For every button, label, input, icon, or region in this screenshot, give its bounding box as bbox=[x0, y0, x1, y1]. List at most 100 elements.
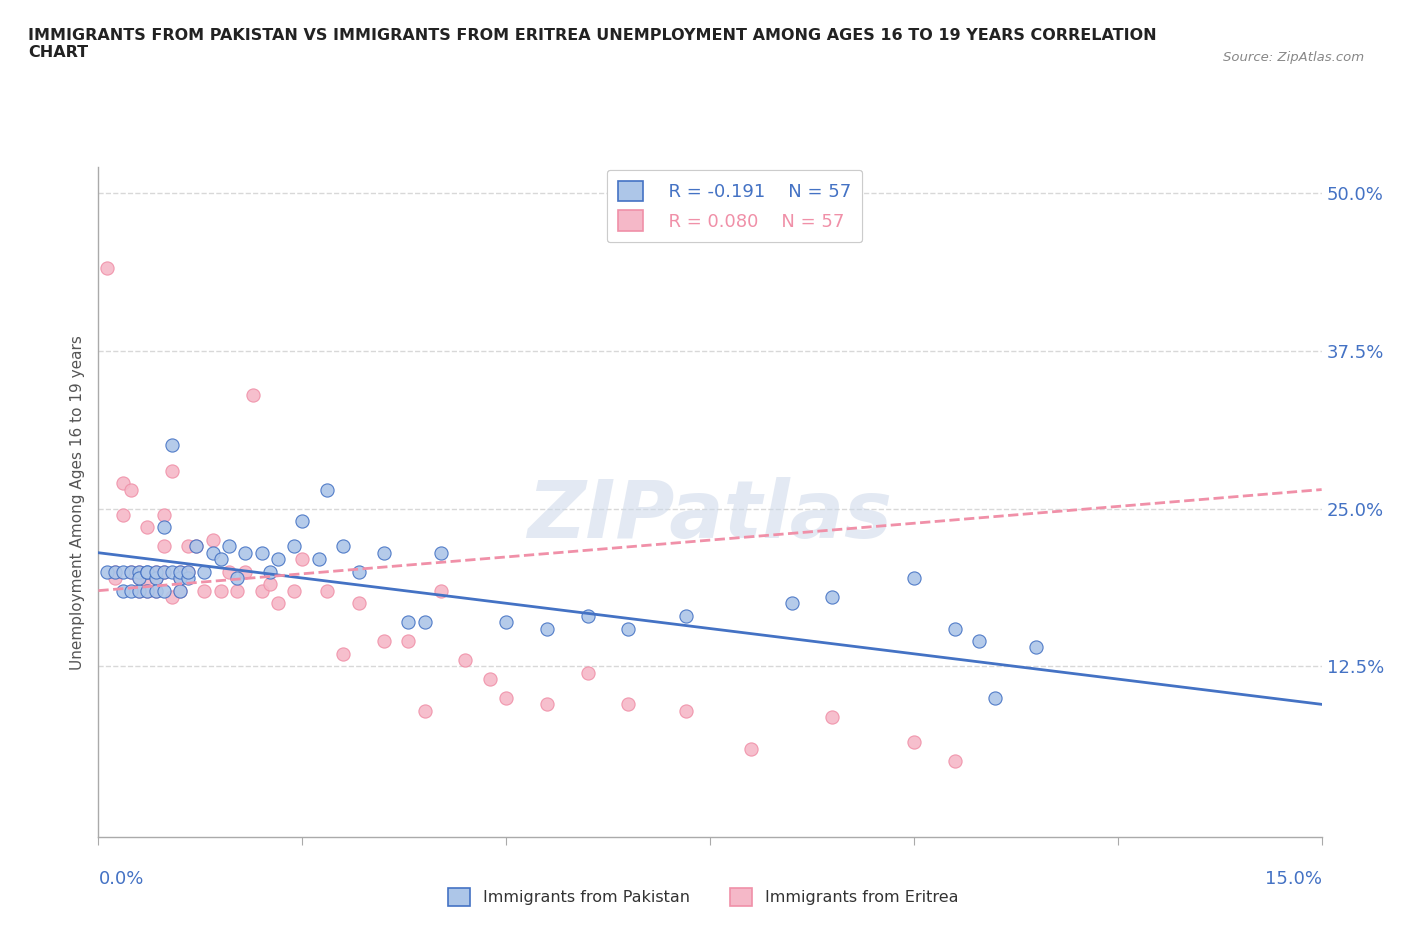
Point bbox=[152, 565, 174, 579]
Point bbox=[193, 583, 215, 598]
Point bbox=[413, 615, 436, 630]
Point bbox=[617, 697, 640, 711]
Y-axis label: Unemployment Among Ages 16 to 19 years: Unemployment Among Ages 16 to 19 years bbox=[69, 335, 84, 670]
Point bbox=[128, 571, 150, 586]
Point bbox=[413, 703, 436, 718]
Point bbox=[1025, 640, 1047, 655]
Point bbox=[160, 463, 183, 478]
Point bbox=[943, 753, 966, 768]
Text: 15.0%: 15.0% bbox=[1264, 870, 1322, 887]
Legend:   R = -0.191    N = 57,   R = 0.080    N = 57: R = -0.191 N = 57, R = 0.080 N = 57 bbox=[606, 170, 862, 242]
Point bbox=[128, 583, 150, 598]
Point bbox=[145, 565, 167, 579]
Text: 0.0%: 0.0% bbox=[98, 870, 143, 887]
Text: IMMIGRANTS FROM PAKISTAN VS IMMIGRANTS FROM ERITREA UNEMPLOYMENT AMONG AGES 16 T: IMMIGRANTS FROM PAKISTAN VS IMMIGRANTS F… bbox=[28, 28, 1157, 60]
Point bbox=[576, 608, 599, 623]
Point bbox=[943, 621, 966, 636]
Point bbox=[740, 741, 762, 756]
Point bbox=[291, 513, 314, 528]
Point bbox=[430, 583, 453, 598]
Point bbox=[283, 583, 305, 598]
Point bbox=[152, 539, 174, 554]
Point bbox=[218, 565, 240, 579]
Point bbox=[120, 482, 142, 497]
Point bbox=[186, 539, 208, 554]
Point bbox=[152, 565, 174, 579]
Point bbox=[111, 508, 134, 523]
Point bbox=[128, 565, 150, 579]
Point bbox=[233, 545, 256, 560]
Point bbox=[152, 508, 174, 523]
Point bbox=[209, 583, 232, 598]
Point bbox=[250, 545, 273, 560]
Point bbox=[226, 571, 249, 586]
Point bbox=[332, 539, 354, 554]
Point bbox=[160, 438, 183, 453]
Point bbox=[536, 697, 558, 711]
Point bbox=[169, 571, 191, 586]
Point bbox=[145, 571, 167, 586]
Point bbox=[193, 565, 215, 579]
Point bbox=[169, 583, 191, 598]
Point bbox=[349, 565, 371, 579]
Point bbox=[454, 653, 477, 668]
Point bbox=[267, 551, 290, 566]
Point bbox=[145, 583, 167, 598]
Point bbox=[396, 633, 419, 648]
Point bbox=[152, 583, 174, 598]
Point bbox=[136, 571, 159, 586]
Point bbox=[128, 571, 150, 586]
Point bbox=[145, 565, 167, 579]
Point bbox=[396, 615, 419, 630]
Point bbox=[104, 565, 127, 579]
Point bbox=[104, 571, 127, 586]
Point bbox=[349, 596, 371, 611]
Point bbox=[967, 633, 990, 648]
Point bbox=[186, 539, 208, 554]
Point bbox=[120, 565, 142, 579]
Point bbox=[332, 646, 354, 661]
Legend: Immigrants from Pakistan, Immigrants from Eritrea: Immigrants from Pakistan, Immigrants fro… bbox=[441, 882, 965, 912]
Point bbox=[218, 539, 240, 554]
Point bbox=[177, 565, 200, 579]
Text: Source: ZipAtlas.com: Source: ZipAtlas.com bbox=[1223, 51, 1364, 64]
Point bbox=[315, 583, 337, 598]
Point bbox=[242, 388, 264, 403]
Point bbox=[267, 596, 290, 611]
Point bbox=[430, 545, 453, 560]
Point bbox=[259, 565, 281, 579]
Point bbox=[259, 577, 281, 591]
Point bbox=[136, 583, 159, 598]
Point bbox=[495, 691, 517, 706]
Point bbox=[675, 608, 697, 623]
Point bbox=[128, 583, 150, 598]
Point bbox=[111, 476, 134, 491]
Point bbox=[136, 583, 159, 598]
Point bbox=[145, 583, 167, 598]
Point bbox=[111, 565, 134, 579]
Point bbox=[780, 596, 803, 611]
Point bbox=[617, 621, 640, 636]
Text: ZIPatlas: ZIPatlas bbox=[527, 476, 893, 554]
Point bbox=[169, 565, 191, 579]
Point bbox=[104, 565, 127, 579]
Point bbox=[903, 571, 925, 586]
Point bbox=[536, 621, 558, 636]
Point bbox=[136, 520, 159, 535]
Point bbox=[315, 482, 337, 497]
Point bbox=[160, 565, 183, 579]
Point bbox=[177, 571, 200, 586]
Point bbox=[226, 583, 249, 598]
Point bbox=[233, 565, 256, 579]
Point bbox=[478, 671, 501, 686]
Point bbox=[308, 551, 330, 566]
Point bbox=[111, 583, 134, 598]
Point bbox=[576, 665, 599, 680]
Point bbox=[821, 590, 844, 604]
Point bbox=[283, 539, 305, 554]
Point bbox=[675, 703, 697, 718]
Point bbox=[495, 615, 517, 630]
Point bbox=[169, 583, 191, 598]
Point bbox=[96, 261, 118, 276]
Point bbox=[984, 691, 1007, 706]
